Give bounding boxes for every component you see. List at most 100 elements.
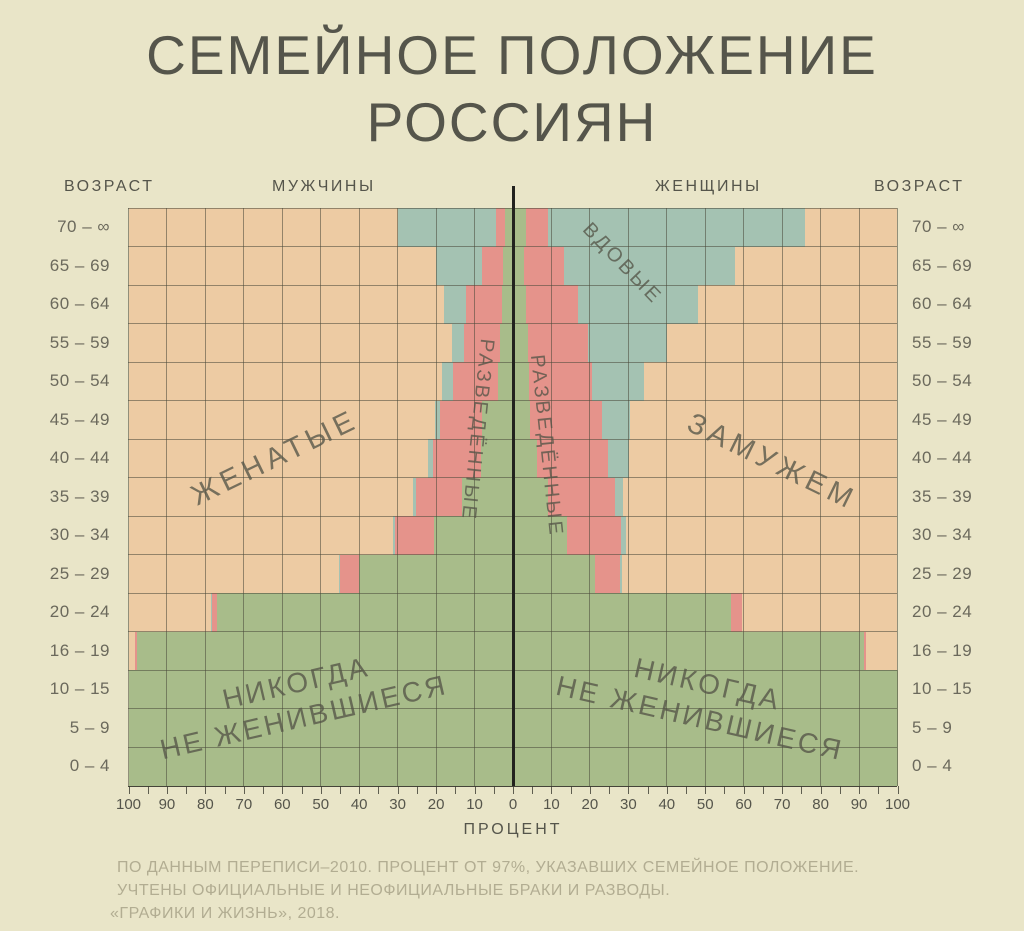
gridline-horizontal: [128, 785, 897, 788]
bar-female-widowed: [614, 477, 624, 517]
bar-female-widowed: [601, 400, 630, 440]
bar-male-divorced: [464, 323, 500, 363]
x-axis-tick-label: 100: [115, 796, 142, 813]
bar-male-never_married: [136, 631, 513, 671]
footer-notes: ПО ДАННЫМ ПЕРЕПИСИ–2010. ПРОЦЕНТ ОТ 97%,…: [110, 856, 860, 925]
bar-female-married: [629, 439, 898, 478]
age-label-right: 60 – 64: [912, 294, 973, 314]
age-label-right: 35 – 39: [912, 486, 973, 506]
x-axis-tick: [455, 786, 457, 794]
bar-female-divorced: [525, 208, 549, 247]
bar-male-never_married: [502, 285, 513, 324]
bar-male-widowed: [444, 285, 466, 324]
x-axis-tick: [647, 786, 649, 794]
bar-female-divorced: [730, 593, 742, 632]
x-axis-tick: [186, 786, 188, 794]
x-axis-tick: [820, 786, 822, 794]
bar-male-divorced: [211, 593, 217, 632]
bar-male-never_married: [505, 208, 513, 247]
bar-female-divorced: [527, 323, 589, 363]
x-axis-tick: [628, 786, 630, 794]
age-label-left: 5 – 9: [69, 717, 110, 737]
header-age-left: ВОЗРАСТ: [64, 178, 155, 195]
bar-female-never_married: [513, 439, 537, 478]
bar-male-married: [128, 323, 452, 363]
bar-male-widowed: [451, 323, 465, 363]
gridline-vertical: [358, 208, 360, 786]
bar-male-never_married: [216, 593, 513, 632]
x-axis-tick-label: 100: [884, 796, 911, 813]
bar-female-divorced: [594, 554, 620, 594]
x-axis-tick-label: 10: [466, 796, 483, 813]
x-axis-tick: [589, 786, 591, 794]
age-label-right: 0 – 4: [912, 756, 953, 776]
x-axis-tick: [513, 786, 514, 794]
bar-male-never_married: [480, 439, 513, 478]
x-axis-tick: [705, 786, 707, 794]
bar-female-never_married: [513, 554, 595, 594]
age-label-right: 30 – 34: [912, 525, 973, 545]
x-axis-tick: [859, 786, 861, 794]
x-axis-tick-label: 20: [581, 796, 599, 813]
x-axis-tick: [339, 786, 341, 794]
header-women: ЖЕНЩИНЫ: [655, 178, 762, 195]
bar-male-divorced: [135, 631, 137, 671]
header-men: МУЖЧИНЫ: [272, 178, 376, 195]
age-label-right: 50 – 54: [912, 371, 973, 391]
bar-male-married: [128, 208, 398, 247]
age-label-left: 60 – 64: [49, 294, 110, 314]
x-axis-tick: [878, 786, 880, 794]
x-axis-tick: [724, 786, 726, 794]
gridline-vertical: [281, 208, 283, 786]
x-axis-tick: [359, 786, 361, 794]
bar-female-widowed: [548, 208, 805, 247]
bar-female-divorced: [529, 362, 593, 401]
x-axis-tick: [243, 786, 245, 794]
age-label-left: 25 – 29: [49, 563, 110, 583]
x-axis-tick-label: 70: [235, 796, 253, 813]
bar-female-widowed: [578, 285, 698, 324]
bar-male-never_married: [461, 477, 513, 517]
x-axis-tick-label: 30: [620, 796, 637, 813]
bar-male-never_married: [503, 246, 513, 286]
x-axis-tick-label: 0: [508, 796, 518, 813]
bar-male-widowed: [339, 554, 340, 594]
bar-male-divorced: [465, 285, 503, 324]
x-axis-tick: [301, 786, 303, 794]
bar-female-married: [644, 362, 898, 401]
x-axis-tick-label: 60: [735, 796, 753, 813]
bar-female-married: [697, 285, 898, 324]
x-axis-tick: [263, 786, 265, 794]
gridline-vertical: [704, 208, 706, 786]
bar-male-divorced: [394, 516, 435, 555]
bar-female-widowed: [592, 362, 645, 401]
x-axis-tick-label: 40: [658, 796, 676, 813]
age-label-left: 16 – 19: [49, 640, 110, 660]
bar-female-never_married: [513, 323, 528, 363]
x-axis-tick-label: 80: [197, 796, 214, 813]
page-title: СЕМЕЙНОЕ ПОЛОЖЕНИЕ РОССИЯН: [0, 22, 1024, 156]
bar-female-divorced: [566, 516, 622, 555]
bar-male-divorced: [432, 439, 481, 478]
x-axis-tick-label: 30: [389, 796, 406, 813]
age-label-left: 50 – 54: [49, 371, 110, 391]
bar-female-never_married: [513, 285, 526, 324]
bar-female-widowed: [608, 439, 630, 478]
footer-line-1: ПО ДАННЫМ ПЕРЕПИСИ–2010. ПРОЦЕНТ ОТ 97%,…: [117, 859, 860, 876]
x-axis-tick-label: 60: [273, 796, 291, 813]
age-label-left: 65 – 69: [49, 255, 110, 275]
x-axis-tick: [839, 786, 841, 794]
age-label-right: 16 – 19: [912, 640, 973, 660]
age-label-right: 55 – 59: [912, 332, 973, 352]
bar-female-widowed: [621, 516, 627, 555]
bar-male-widowed: [427, 439, 433, 478]
gridline-vertical: [550, 208, 552, 786]
gridline-vertical: [897, 208, 898, 786]
x-axis-tick-label: 40: [350, 796, 368, 813]
x-axis-tick: [474, 786, 476, 794]
x-axis-tick: [570, 786, 572, 794]
age-label-right: 45 – 49: [912, 409, 973, 429]
x-axis-tick: [378, 786, 380, 794]
pyramid-plot-area: [128, 207, 898, 788]
bar-female-never_married: [513, 477, 549, 517]
